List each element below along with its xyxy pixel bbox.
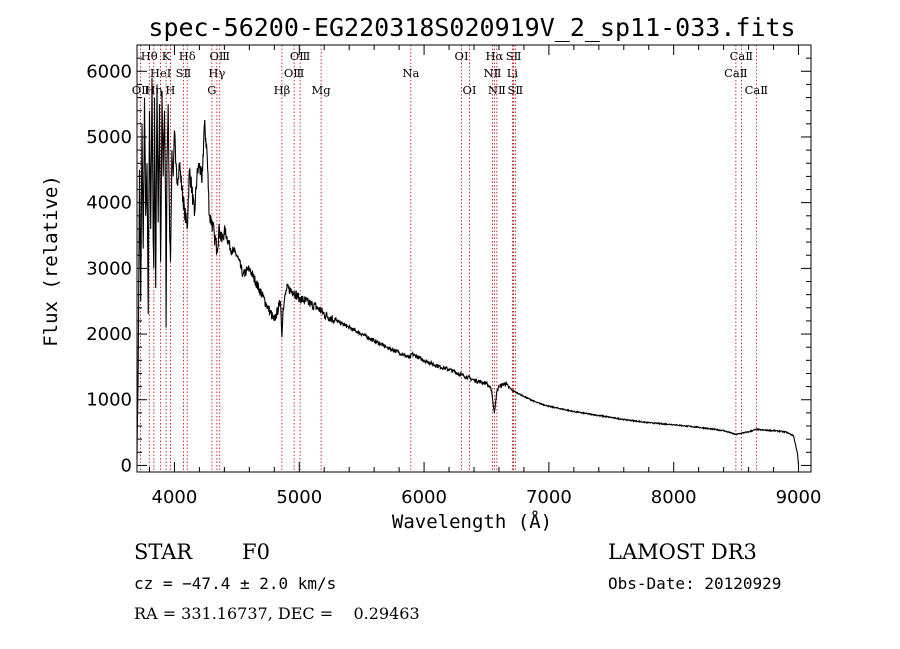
spectral-line-label: HeⅠ [150,66,171,80]
spectral-line-label: SⅡ [507,83,523,97]
y-tick-label: 1000 [86,390,132,411]
x-axis-label: Wavelength (Å) [392,510,552,533]
spectral-line-label: CaⅡ [730,49,754,63]
spectral-line-labels: OⅡHθHηHeⅠKHSⅡHδGHγOⅢHβOⅢOⅢMgNaOⅠOⅠNⅡHαNⅡ… [132,49,768,97]
observation-date: Obs-Date: 20120929 [608,574,782,593]
x-tick-label: 7000 [526,487,572,508]
coordinates: RA = 331.16737, DEC = 0.29463 [134,604,420,623]
spectral-line-label: SⅡ [506,49,522,63]
spectral-line-label: Mg [312,83,332,97]
object-class: STAR [134,540,193,564]
survey-name: LAMOST DR3 [608,540,757,564]
y-tick-label: 2000 [86,324,132,345]
x-tick-label: 6000 [401,487,447,508]
spectral-line-label: Hδ [179,49,196,63]
axis-ticks: 4000 5000 6000 7000 8000 9000 0 1000 2000 3000 400… [86,45,821,508]
spectral-line-label: OⅢ [290,49,311,63]
y-tick-label: 6000 [86,61,132,82]
spectral-line-label: OⅠ [455,49,469,63]
spectral-line-label: Hη [145,83,162,97]
spectral-line-label: Hγ [208,66,225,80]
y-tick-label: 4000 [86,193,132,214]
spectral-line-label: CaⅡ [745,83,769,97]
spectral-line-label: Li [507,66,519,80]
spectral-line-label: Hβ [274,83,291,97]
spectral-line-label: Na [402,66,419,80]
spectral-line-label: CaⅡ [724,66,748,80]
spectral-line-label: NⅡ [488,83,506,97]
spectral-line-label: H [165,83,175,97]
spectrum-series [136,77,800,465]
redshift-cz: cz = −47.4 ± 2.0 km/s [134,574,337,593]
spectral-line-markers [139,45,757,472]
spectral-line-label: G [207,83,216,97]
spectral-line-label: OⅢ [209,49,230,63]
x-tick-label: 4000 [152,487,198,508]
spectral-line-label: OⅡ [132,83,149,97]
x-tick-label: 5000 [276,487,322,508]
y-tick-label: 0 [121,455,132,476]
spectral-line-label: OⅠ [463,83,477,97]
x-tick-label: 8000 [651,487,697,508]
spectral-line-label: Hα [485,49,503,63]
object-subclass: F0 [242,540,270,564]
spectral-line-label: SⅡ [176,66,192,80]
x-tick-label: 9000 [776,487,822,508]
y-axis-label: Flux (relative) [40,175,62,347]
y-tick-label: 3000 [86,258,132,279]
chart-title: spec-56200-EG220318S020919V_2_sp11-033.f… [148,13,795,42]
spectral-line-label: OⅢ [284,66,305,80]
spectral-line-label: Hθ [141,49,158,63]
spectral-line-label: NⅡ [484,66,502,80]
spectral-line-label: K [162,49,171,63]
y-tick-label: 5000 [86,127,132,148]
